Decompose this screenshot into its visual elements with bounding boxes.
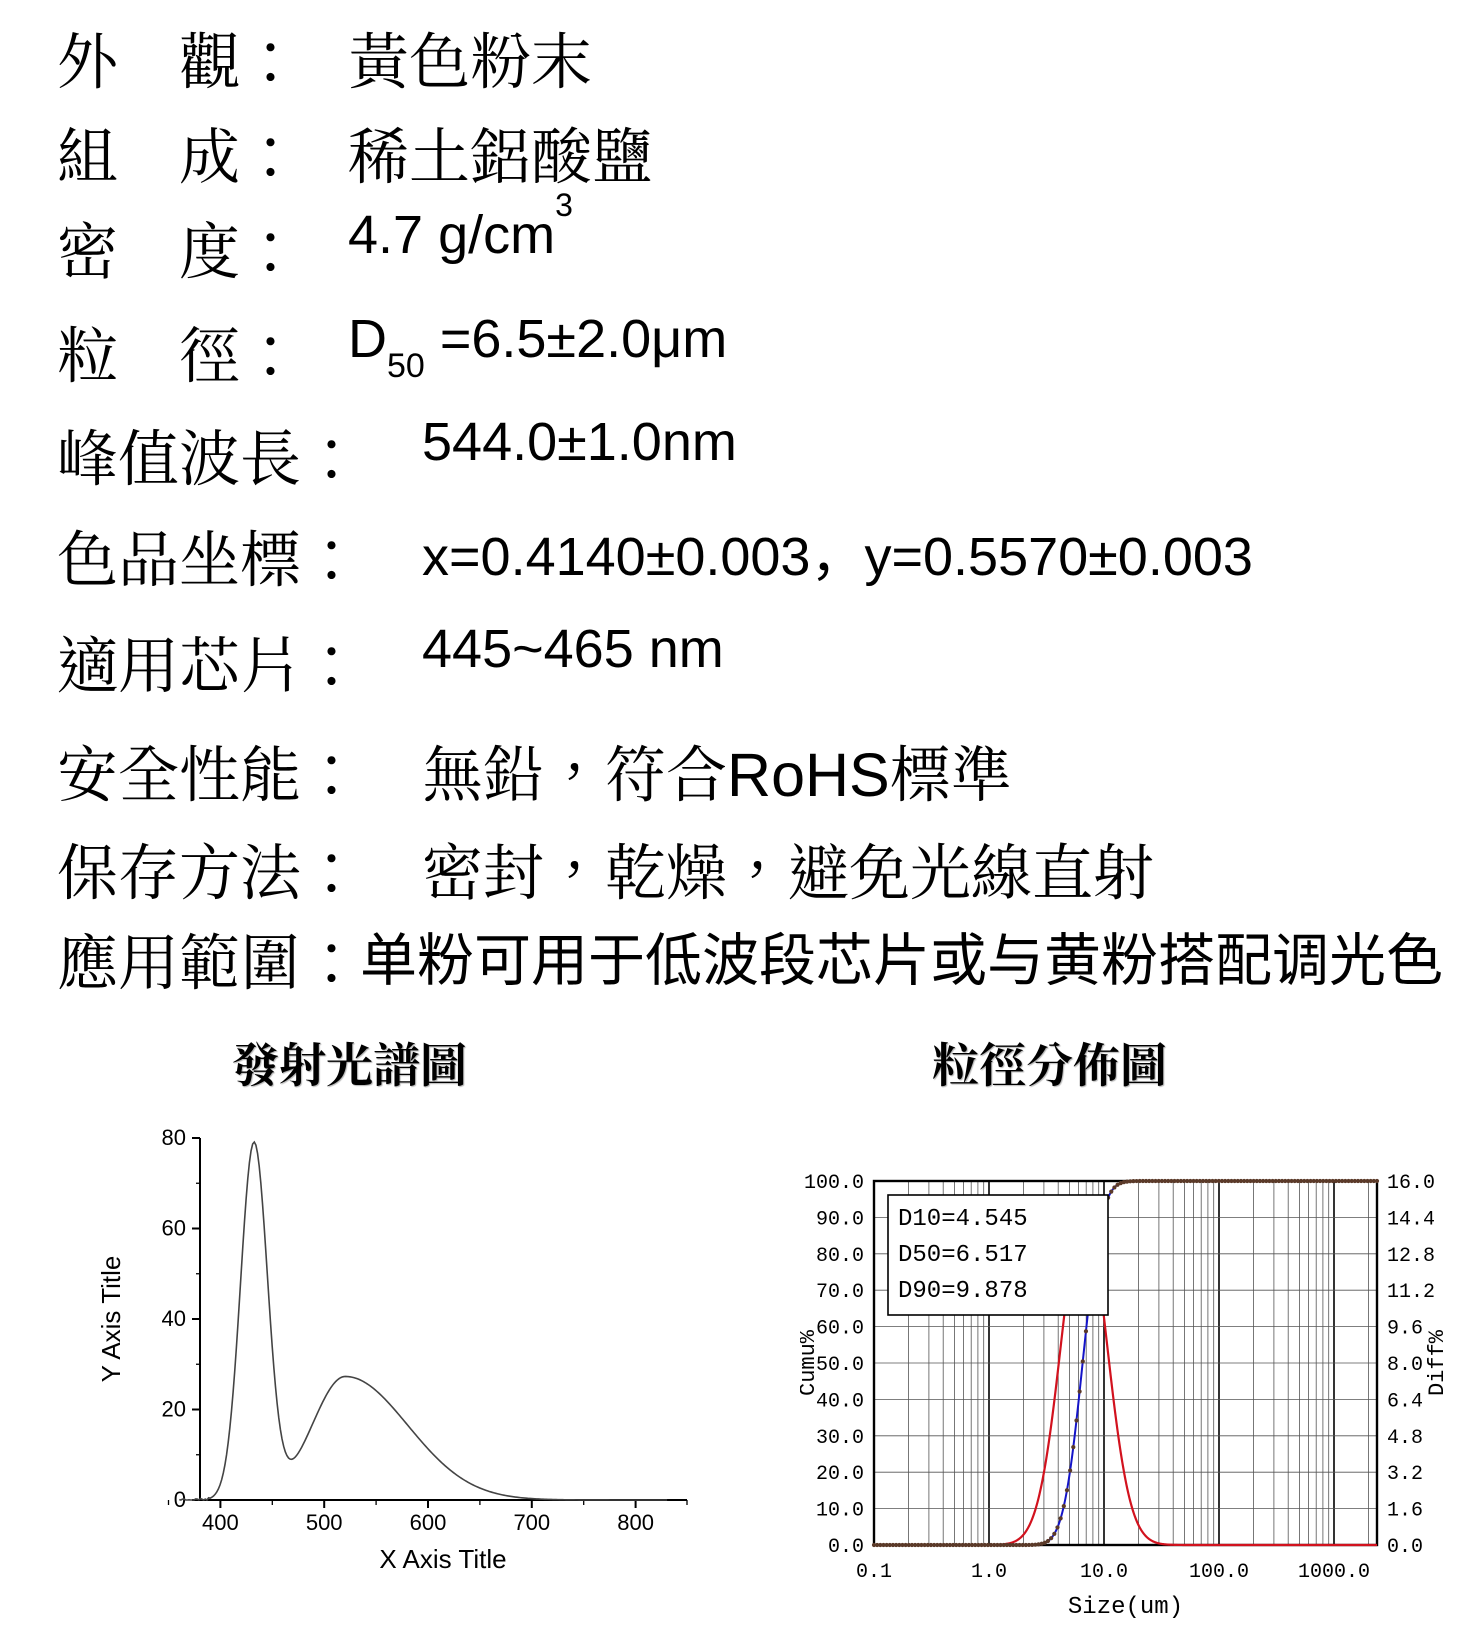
svg-text:60.0: 60.0	[816, 1318, 864, 1341]
svg-text:90.0: 90.0	[816, 1208, 864, 1231]
svg-text:500: 500	[306, 1510, 343, 1535]
svg-text:600: 600	[410, 1510, 447, 1535]
svg-text:16.0: 16.0	[1387, 1172, 1435, 1195]
svg-text:0.1: 0.1	[856, 1561, 892, 1584]
svg-text:D90=9.878: D90=9.878	[898, 1278, 1028, 1305]
svg-text:60: 60	[162, 1216, 186, 1241]
svg-text:70.0: 70.0	[816, 1281, 864, 1304]
svg-text:400: 400	[202, 1510, 239, 1535]
svg-text:40.0: 40.0	[816, 1390, 864, 1413]
svg-text:40: 40	[162, 1306, 186, 1331]
svg-text:20: 20	[162, 1397, 186, 1422]
svg-text:80.0: 80.0	[816, 1245, 864, 1268]
svg-text:Size(um): Size(um)	[1068, 1594, 1183, 1621]
svg-text:8.0: 8.0	[1387, 1354, 1423, 1377]
svg-text:14.4: 14.4	[1387, 1208, 1435, 1231]
svg-text:50.0: 50.0	[816, 1354, 864, 1377]
svg-text:30.0: 30.0	[816, 1427, 864, 1450]
svg-text:Cumu%: Cumu%	[800, 1329, 821, 1396]
svg-text:3.2: 3.2	[1387, 1463, 1423, 1486]
svg-text:9.6: 9.6	[1387, 1318, 1423, 1341]
svg-text:1.0: 1.0	[971, 1561, 1007, 1584]
svg-text:12.8: 12.8	[1387, 1245, 1435, 1268]
svg-text:D50=6.517: D50=6.517	[898, 1242, 1028, 1269]
svg-text:1.6: 1.6	[1387, 1500, 1423, 1523]
svg-text:700: 700	[513, 1510, 550, 1535]
svg-text:X Axis Title: X Axis Title	[379, 1544, 506, 1574]
svg-text:80: 80	[162, 1125, 186, 1150]
svg-text:800: 800	[617, 1510, 654, 1535]
svg-text:0.0: 0.0	[828, 1536, 864, 1559]
svg-text:10.0: 10.0	[816, 1500, 864, 1523]
svg-text:20.0: 20.0	[816, 1463, 864, 1486]
svg-text:Y Axis Title: Y Axis Title	[100, 1256, 126, 1383]
svg-text:6.4: 6.4	[1387, 1390, 1423, 1413]
svg-text:Diff%: Diff%	[1425, 1329, 1450, 1396]
svg-text:1000.0: 1000.0	[1298, 1561, 1370, 1584]
svg-text:11.2: 11.2	[1387, 1281, 1435, 1304]
svg-text:0.0: 0.0	[1387, 1536, 1423, 1559]
svg-text:D10=4.545: D10=4.545	[898, 1206, 1028, 1233]
svg-text:100.0: 100.0	[804, 1172, 864, 1195]
svg-text:100.0: 100.0	[1189, 1561, 1249, 1584]
svg-text:10.0: 10.0	[1080, 1561, 1128, 1584]
svg-text:4.8: 4.8	[1387, 1427, 1423, 1450]
